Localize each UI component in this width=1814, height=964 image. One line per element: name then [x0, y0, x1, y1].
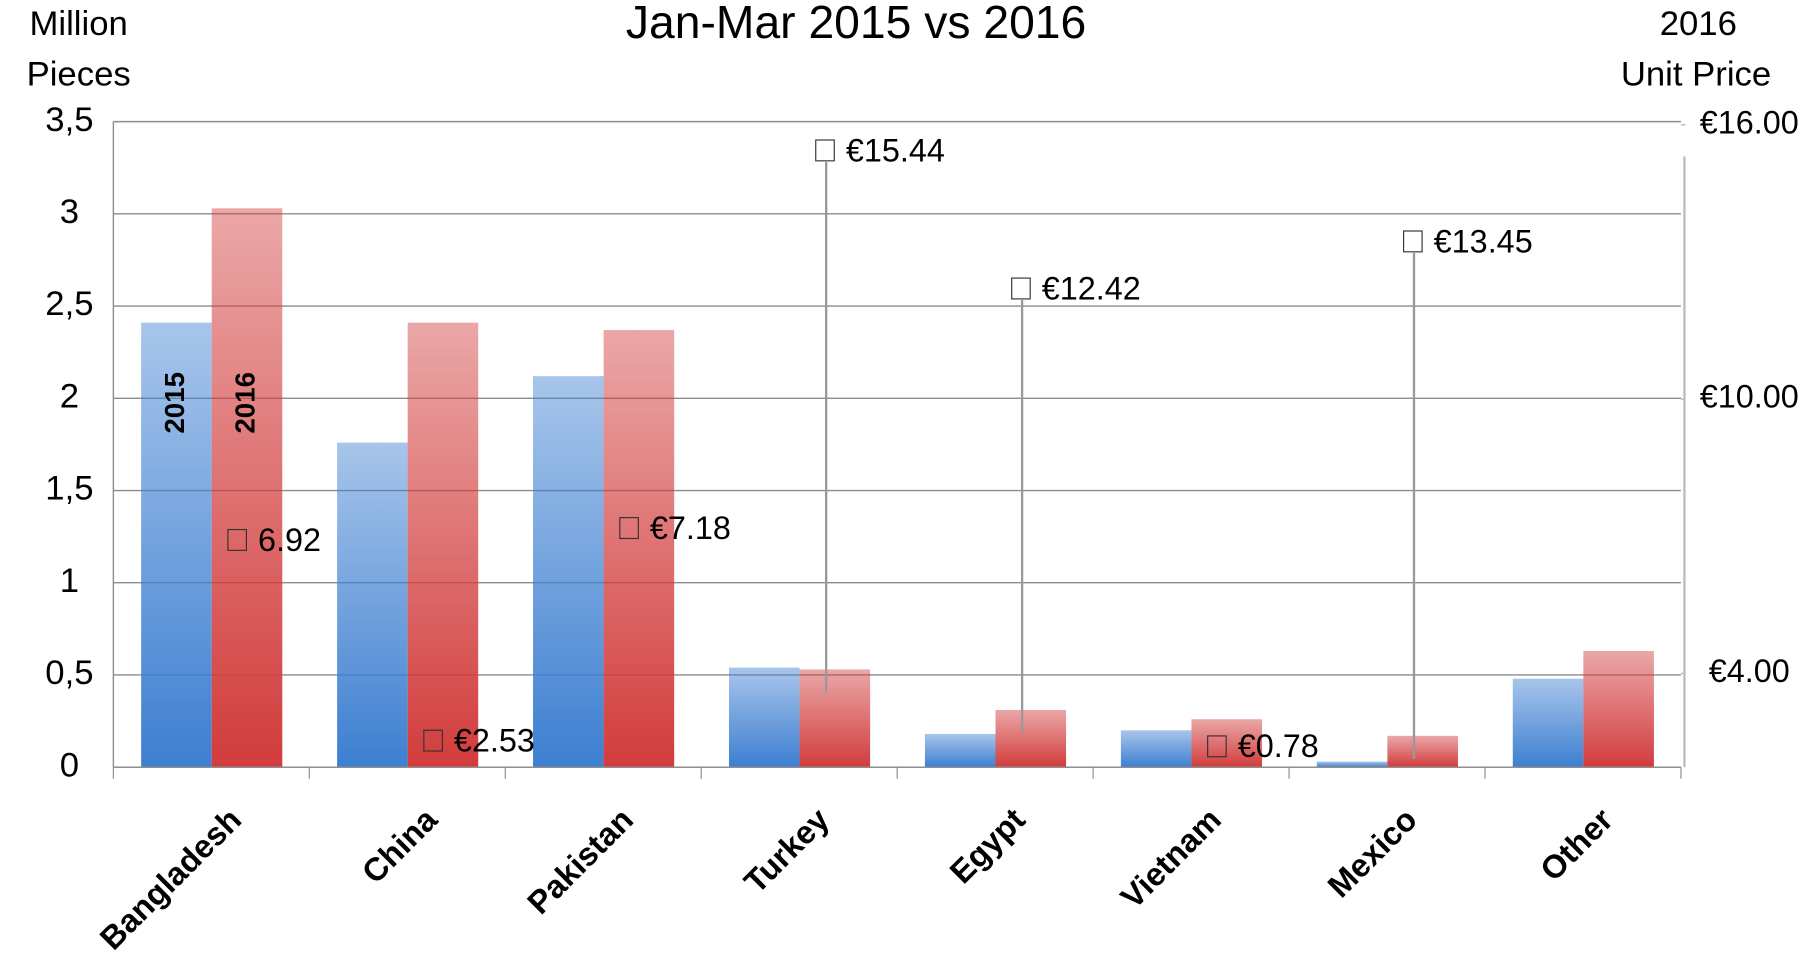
price-point — [237, 539, 239, 541]
y2-tick-label: €10.00 — [1700, 379, 1799, 415]
x-tick-label: Mexico — [1321, 801, 1424, 904]
price-label: 6.92 — [258, 522, 321, 558]
y-tick-label: 2 — [60, 377, 79, 415]
x-tick-label: Vietnam — [1114, 801, 1228, 915]
x-tick-label: Other — [1533, 801, 1620, 888]
x-tick-label: Egypt — [943, 801, 1032, 890]
price-label: €0.78 — [1238, 728, 1319, 764]
y-tick-label: 0 — [60, 746, 79, 784]
x-tick-label: Turkey — [737, 801, 836, 900]
bar — [1583, 650, 1654, 768]
series-label: 2015 — [159, 372, 190, 434]
price-marker — [815, 139, 835, 162]
y-tick-label: 1 — [60, 562, 79, 600]
price-label: €7.18 — [650, 510, 731, 546]
bar — [337, 442, 408, 768]
bar — [211, 208, 283, 768]
price-marker — [1403, 230, 1423, 253]
y2-axis-title: 2016 — [1660, 5, 1737, 43]
bar — [1120, 730, 1192, 768]
bar — [799, 669, 871, 768]
bar — [141, 322, 212, 768]
x-tick-label: Bangladesh — [93, 801, 248, 956]
x-tick-label: China — [355, 801, 445, 891]
y-axis-title: Million — [30, 5, 128, 43]
price-marker — [1011, 277, 1031, 300]
price-point — [1217, 745, 1219, 747]
price-marker — [1207, 735, 1227, 758]
bar — [1512, 678, 1584, 768]
x-tick-label: Pakistan — [520, 801, 640, 921]
y-tick-label: 2,5 — [45, 285, 93, 323]
y-axis-title: Pieces — [27, 56, 131, 94]
chart-title: Jan-Mar 2015 vs 2016 — [626, 0, 1086, 48]
price-label: €13.45 — [1434, 223, 1533, 259]
bar — [603, 330, 675, 768]
price-point — [433, 740, 435, 742]
y2-tick-label: €4.00 — [1709, 653, 1790, 689]
y2-tick-label: €16.00 — [1700, 104, 1799, 140]
price-marker — [619, 517, 639, 540]
y-tick-label: 1,5 — [45, 470, 93, 508]
series-label: 2016 — [229, 372, 260, 434]
price-marker — [227, 528, 247, 551]
y-tick-label: 0,5 — [45, 654, 93, 692]
bar — [1387, 735, 1458, 768]
bar — [995, 709, 1067, 768]
bar — [407, 322, 479, 768]
price-marker — [423, 729, 443, 752]
price-label: €2.53 — [454, 723, 535, 759]
price-label: €15.44 — [846, 132, 945, 168]
bar — [1316, 761, 1388, 768]
bar — [728, 667, 800, 768]
bar — [533, 376, 604, 768]
y-tick-label: 3,5 — [45, 101, 93, 139]
y-tick-label: 3 — [60, 193, 79, 231]
price-label: €12.42 — [1042, 270, 1141, 306]
price-point — [629, 527, 631, 529]
y2-axis-title: Unit Price — [1621, 56, 1771, 94]
bar — [924, 733, 996, 768]
